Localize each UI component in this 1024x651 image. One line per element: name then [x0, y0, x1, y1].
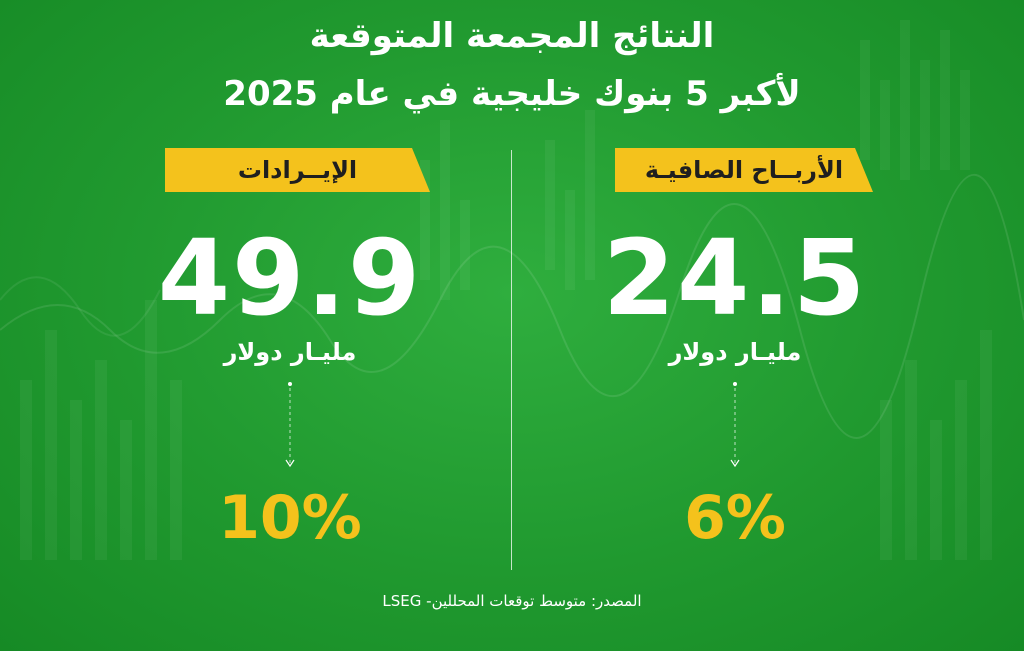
net-profit-change: 6% — [684, 483, 786, 553]
revenue-change: 10% — [218, 483, 362, 553]
title-line-1: النتائج المجمعة المتوقعة — [309, 16, 715, 56]
net-profit-value: 24.5 — [602, 217, 868, 339]
net-profit-label-banner: الأربــاح الصافيـة — [615, 148, 873, 192]
revenue-label-banner: الإيــرادات — [165, 148, 430, 192]
down-arrow-icon — [730, 382, 740, 468]
source-note: المصدر: متوسط توقعات المحللين- LSEG — [382, 592, 642, 610]
net-profit-unit: مليـار دولار — [668, 338, 802, 366]
revenue-value: 49.9 — [157, 217, 423, 339]
revenue-unit: مليـار دولار — [223, 338, 357, 366]
title-line-2: لأكبر 5 بنوك خليجية في عام 2025 — [223, 74, 801, 114]
down-arrow-icon — [285, 382, 295, 468]
center-divider — [511, 150, 512, 570]
